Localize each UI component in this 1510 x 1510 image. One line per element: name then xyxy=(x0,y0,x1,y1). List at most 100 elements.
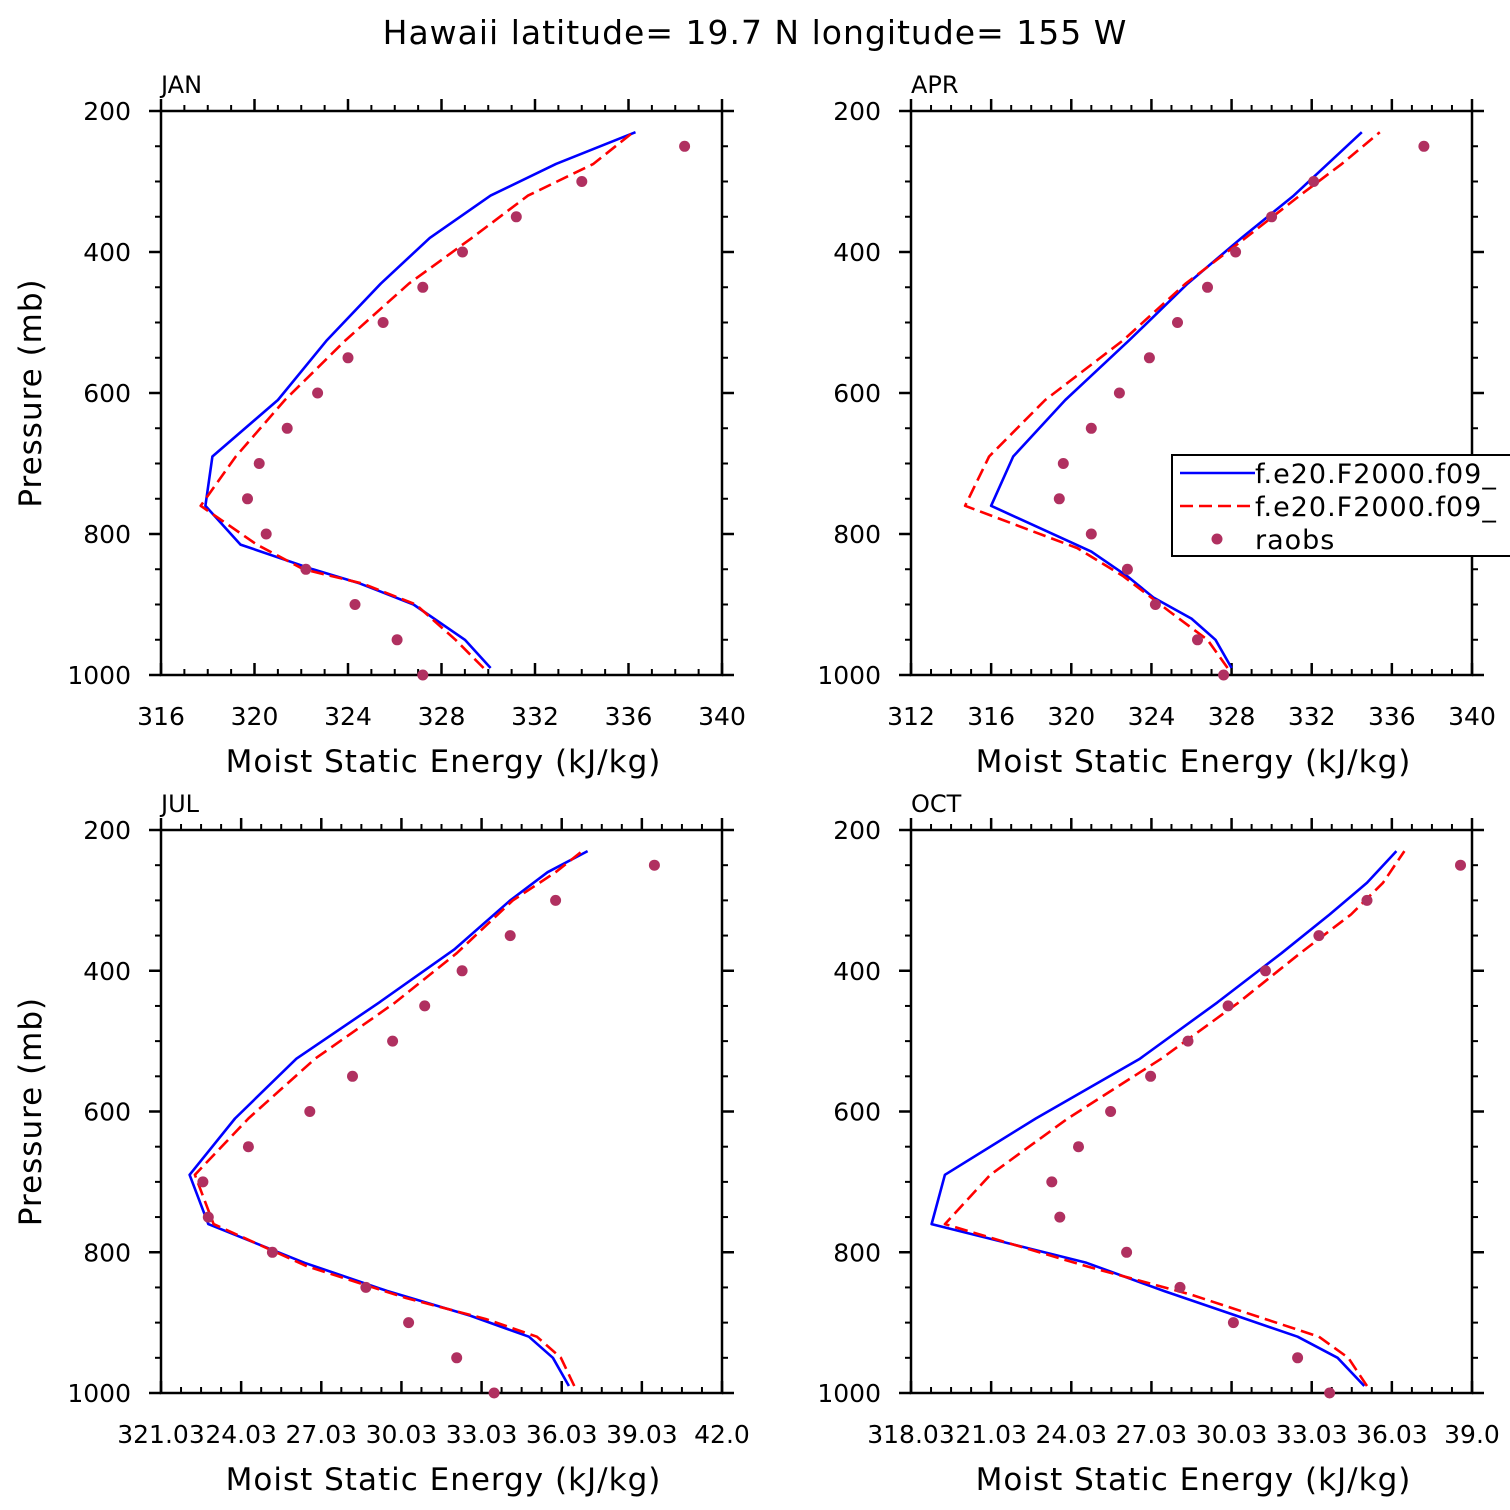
series-line-solid xyxy=(188,849,589,1387)
raob-point xyxy=(304,1106,316,1117)
raob-point xyxy=(1222,1000,1234,1012)
raob-point xyxy=(403,1317,415,1329)
raob-point xyxy=(242,1141,254,1153)
y-tick-label: 200 xyxy=(833,816,881,845)
raob-point xyxy=(1143,352,1155,364)
x-axis-label: Moist Static Energy (kJ/kg) xyxy=(976,1462,1412,1498)
y-tick-label: 600 xyxy=(833,1098,881,1127)
raob-point xyxy=(1227,1317,1239,1329)
raob-point xyxy=(342,352,354,364)
raob-point xyxy=(457,246,468,258)
raob-point xyxy=(417,281,429,293)
raob-point xyxy=(550,894,562,906)
raob-point xyxy=(387,1035,399,1047)
raob-point xyxy=(202,1211,214,1223)
x-tick-label: 30.03 xyxy=(366,1420,438,1449)
raob-point xyxy=(1292,1352,1304,1364)
panel-oct: OCT 318.03 21.03 24.03 27.03 30.03 33.03 36.03 3… xyxy=(817,790,1499,1498)
x-tick-label: 332 xyxy=(511,702,559,731)
x-tick-label: 42.0 xyxy=(694,1420,750,1449)
raob-point xyxy=(1230,246,1242,258)
series-line-solid xyxy=(204,130,636,669)
raob-point xyxy=(281,422,293,434)
x-tick-label: 36.03 xyxy=(526,1420,598,1449)
raob-point xyxy=(1053,493,1065,505)
x-tick-label: 30.03 xyxy=(1196,1420,1268,1449)
y-tick-label: 1000 xyxy=(67,661,131,690)
raob-point xyxy=(347,1070,358,1082)
raob-point xyxy=(1121,1246,1133,1258)
x-tick-label: 36.03 xyxy=(1356,1420,1428,1449)
y-tick-label: 800 xyxy=(83,1238,131,1267)
raob-point xyxy=(1174,1281,1186,1293)
y-tick-label: 400 xyxy=(833,238,881,267)
y-tick-label: 200 xyxy=(83,816,131,845)
y-tick-label: 400 xyxy=(83,238,131,267)
x-tick-label: 24.03 xyxy=(1035,1420,1107,1449)
series-line-dashed xyxy=(943,850,1406,1387)
x-tick-label: 21.03 xyxy=(955,1420,1027,1449)
series-line-dashed xyxy=(199,131,635,669)
raob-point xyxy=(1313,930,1325,942)
raob-point xyxy=(1202,281,1213,293)
raob-point xyxy=(360,1281,372,1293)
raob-point xyxy=(1149,599,1161,610)
y-tick-label: 800 xyxy=(833,520,881,549)
y-tick-label: 600 xyxy=(83,379,131,408)
y-tick-label: 600 xyxy=(833,379,881,408)
series-line-solid xyxy=(989,131,1363,669)
legend-marker xyxy=(1211,533,1223,545)
panel-title: JAN xyxy=(159,71,202,99)
x-tick-label: 328 xyxy=(1208,702,1256,731)
x-tick-label: 27.03 xyxy=(1116,1420,1188,1449)
y-axis-label: Pressure (mb) xyxy=(13,278,49,507)
raob-point xyxy=(1418,140,1430,152)
raob-point xyxy=(1054,1211,1066,1223)
x-tick-label: 320 xyxy=(231,702,279,731)
raob-point xyxy=(1308,176,1320,187)
panel-jan: JAN 316 320 324 328 332 336 340 200 400 600 800 1000… xyxy=(13,71,746,780)
raob-point xyxy=(1113,387,1125,399)
panel-title: JUL xyxy=(159,790,200,818)
x-tick-label: 316 xyxy=(967,702,1015,731)
raob-point xyxy=(1046,1176,1058,1188)
x-tick-label: 24.03 xyxy=(205,1420,277,1449)
raob-point xyxy=(266,1246,278,1258)
raob-point xyxy=(197,1176,209,1188)
x-tick-label: 336 xyxy=(1368,702,1416,731)
y-tick-label: 600 xyxy=(83,1098,131,1127)
x-tick-label: 324 xyxy=(1128,702,1176,731)
panel-apr: APR 312 316 320 324 328 332 336 340 200 400 600 800 1… xyxy=(817,71,1495,780)
raob-point xyxy=(253,458,265,469)
x-tick-label: 332 xyxy=(1288,702,1336,731)
x-tick-label: 39.03 xyxy=(606,1420,678,1449)
raob-point xyxy=(504,930,516,942)
x-tick-label: 321.03 xyxy=(117,1420,204,1449)
legend-label: raobs xyxy=(1255,525,1335,556)
x-tick-label: 33.03 xyxy=(446,1420,518,1449)
x-tick-label: 324 xyxy=(324,702,372,731)
raob-point xyxy=(456,965,468,977)
x-tick-label: 33.03 xyxy=(1276,1420,1348,1449)
x-tick-label: 312 xyxy=(887,702,935,731)
raob-point xyxy=(1085,528,1097,540)
y-tick-label: 800 xyxy=(833,1238,881,1267)
raob-point xyxy=(417,669,429,681)
raob-point xyxy=(391,634,403,646)
x-axis-label: Moist Static Energy (kJ/kg) xyxy=(226,1462,662,1498)
y-tick-label: 1000 xyxy=(817,1379,881,1408)
raob-point xyxy=(1260,965,1271,977)
plot-frame xyxy=(159,109,724,677)
x-axis-label: Moist Static Energy (kJ/kg) xyxy=(226,744,662,780)
series-line-solid xyxy=(930,850,1398,1387)
raob-point xyxy=(1455,859,1466,871)
raob-point xyxy=(1361,894,1373,906)
raob-point xyxy=(648,859,660,871)
x-tick-label: 336 xyxy=(605,702,653,731)
raob-point xyxy=(349,599,361,610)
raob-point xyxy=(679,140,691,152)
panel-title: OCT xyxy=(911,790,962,818)
plot-area xyxy=(188,849,589,1387)
raob-point xyxy=(451,1352,463,1364)
